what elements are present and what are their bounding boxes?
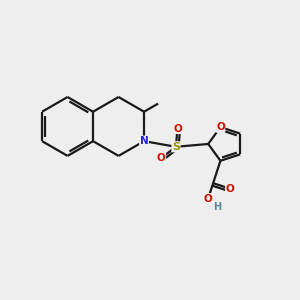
Text: O: O bbox=[226, 184, 234, 194]
Text: O: O bbox=[157, 153, 166, 163]
Text: O: O bbox=[173, 124, 182, 134]
Text: O: O bbox=[204, 194, 212, 204]
Text: S: S bbox=[172, 142, 180, 152]
Text: N: N bbox=[140, 136, 148, 146]
Text: O: O bbox=[216, 122, 225, 132]
Text: H: H bbox=[213, 202, 221, 212]
